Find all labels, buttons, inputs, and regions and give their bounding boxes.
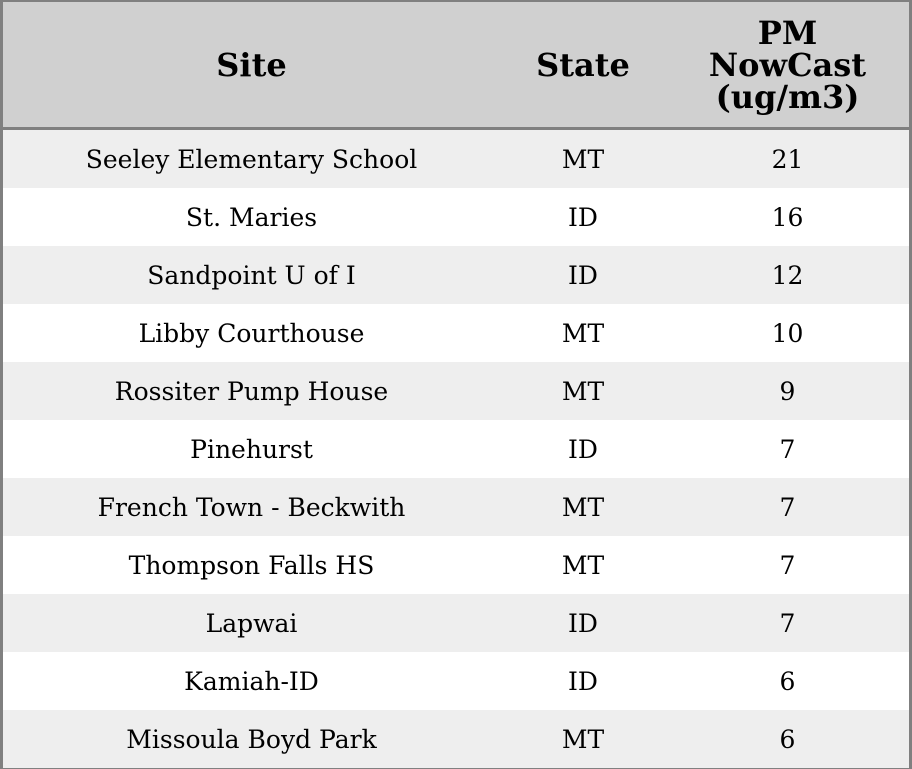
site-cell: Libby Courthouse [3, 304, 500, 362]
header-row: Site State PM NowCast (ug/m3) [3, 2, 909, 130]
site-cell: Kamiah-ID [3, 652, 500, 710]
site-cell: Thompson Falls HS [3, 536, 500, 594]
site-cell: Sandpoint U of I [3, 246, 500, 304]
header-site: Site [3, 2, 500, 130]
site-cell: Missoula Boyd Park [3, 710, 500, 768]
site-cell: Pinehurst [3, 420, 500, 478]
site-cell: Lapwai [3, 594, 500, 652]
table-row: Missoula Boyd Park MT 6 [3, 710, 909, 768]
site-cell: Seeley Elementary School [3, 128, 500, 188]
pm-value-cell: 9 [666, 362, 909, 420]
header-pm-line1: PM [757, 13, 818, 52]
state-cell: ID [500, 188, 666, 246]
table-row: French Town - Beckwith MT 7 [3, 478, 909, 536]
site-cell: St. Maries [3, 188, 500, 246]
pm-value-cell: 7 [666, 478, 909, 536]
state-cell: MT [500, 536, 666, 594]
header-pm-line3: (ug/m3) [715, 77, 860, 116]
table-row: Pinehurst ID 7 [3, 420, 909, 478]
header-pm-nowcast: PM NowCast (ug/m3) [666, 2, 909, 130]
pm-value-cell: 6 [666, 710, 909, 768]
pm-value-cell: 7 [666, 536, 909, 594]
table-row: Rossiter Pump House MT 9 [3, 362, 909, 420]
site-cell: Rossiter Pump House [3, 362, 500, 420]
table-row: Thompson Falls HS MT 7 [3, 536, 909, 594]
header-state: State [500, 2, 666, 130]
table-row: St. Maries ID 16 [3, 188, 909, 246]
state-cell: ID [500, 594, 666, 652]
table-row: Seeley Elementary School MT 21 [3, 128, 909, 188]
site-cell: French Town - Beckwith [3, 478, 500, 536]
table-row: Sandpoint U of I ID 12 [3, 246, 909, 304]
pm-value-cell: 7 [666, 594, 909, 652]
state-cell: MT [500, 304, 666, 362]
pm-value-cell: 21 [666, 128, 909, 188]
pm-value-cell: 6 [666, 652, 909, 710]
header-pm-line2: NowCast [708, 45, 867, 84]
state-cell: ID [500, 420, 666, 478]
pm-value-cell: 16 [666, 188, 909, 246]
table-row: Kamiah-ID ID 6 [3, 652, 909, 710]
pm-value-cell: 10 [666, 304, 909, 362]
pm-nowcast-table: Site State PM NowCast (ug/m3) Seeley Ele… [3, 2, 909, 768]
state-cell: MT [500, 128, 666, 188]
table-row: Lapwai ID 7 [3, 594, 909, 652]
table-row: Libby Courthouse MT 10 [3, 304, 909, 362]
state-cell: MT [500, 710, 666, 768]
state-cell: MT [500, 362, 666, 420]
state-cell: ID [500, 652, 666, 710]
pm-value-cell: 7 [666, 420, 909, 478]
state-cell: MT [500, 478, 666, 536]
pm-value-cell: 12 [666, 246, 909, 304]
state-cell: ID [500, 246, 666, 304]
